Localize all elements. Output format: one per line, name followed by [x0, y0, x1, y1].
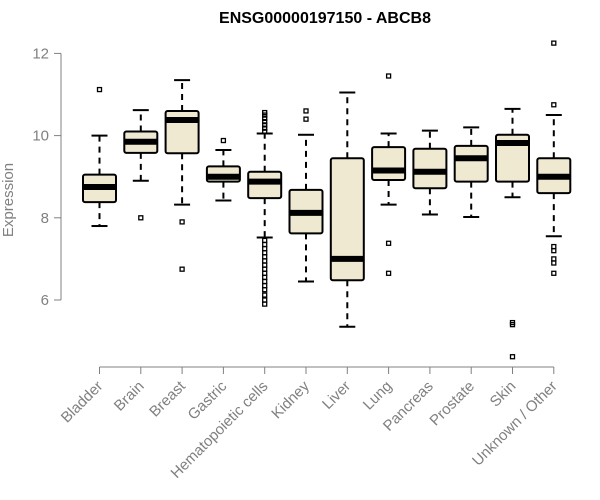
outlier-point	[262, 292, 268, 298]
x-tick-label: Bladder	[58, 378, 107, 427]
outlier-point	[220, 137, 227, 144]
x-tick-label: Skin	[487, 378, 520, 411]
outlier-point	[551, 256, 557, 262]
box-bladder	[82, 86, 117, 228]
outlier-point	[262, 122, 268, 128]
outlier-point	[551, 248, 557, 254]
box-breast	[164, 79, 200, 272]
outlier-point	[262, 266, 268, 272]
outlier-point	[262, 278, 268, 285]
x-tick-label: Prostate	[426, 378, 478, 430]
outlier-point	[262, 258, 268, 264]
box-liver	[329, 91, 365, 328]
box-iqr	[453, 144, 489, 183]
y-axis: 6 8 10 12	[32, 45, 62, 309]
outlier-point	[96, 86, 103, 93]
outlier-point	[262, 250, 268, 256]
box-pancreas	[412, 129, 448, 216]
outlier-point	[303, 116, 309, 122]
x-tick-label: Liver	[319, 378, 354, 413]
box-brain	[123, 109, 159, 221]
box-kidney	[288, 108, 324, 283]
box-iqr	[371, 146, 407, 181]
box-iqr	[329, 157, 365, 282]
outlier-point	[262, 245, 268, 252]
box-hematopoietic-cells	[247, 109, 283, 307]
box-gastric	[205, 137, 241, 202]
y-tick-label: 12	[32, 45, 49, 62]
outlier-point	[262, 237, 268, 244]
outlier-point	[551, 243, 557, 250]
outlier-point	[509, 322, 516, 328]
outlier-point	[262, 297, 268, 303]
outlier-point	[262, 274, 268, 281]
outlier-point	[385, 240, 392, 246]
y-tick-label: 10	[32, 128, 49, 145]
box-iqr	[247, 170, 283, 200]
x-tick-label: Breast	[146, 377, 189, 420]
outlier-point	[551, 270, 557, 276]
box-iqr	[412, 147, 448, 190]
box-lung	[371, 73, 407, 276]
box-skin	[495, 107, 530, 360]
outlier-point	[179, 266, 185, 272]
outlier-point	[262, 262, 268, 268]
outlier-point	[262, 128, 268, 135]
y-tick-label: 8	[41, 210, 49, 227]
outlier-point	[262, 282, 268, 289]
outlier-point	[262, 287, 268, 293]
outlier-point	[138, 215, 144, 221]
outlier-point	[262, 254, 268, 260]
box-prostate	[453, 126, 489, 218]
outlier-point	[551, 40, 557, 46]
outlier-point	[509, 354, 516, 360]
outlier-point	[262, 270, 268, 276]
box-unknown-other	[536, 40, 572, 276]
outlier-point	[262, 115, 268, 121]
outlier-point	[262, 109, 268, 116]
x-tick-label: Brain	[111, 378, 148, 415]
outlier-point	[385, 270, 392, 276]
chart-title: ENSG00000197150 - ABCB8	[219, 10, 431, 27]
y-tick-label: 6	[41, 292, 49, 309]
outlier-point	[303, 108, 309, 114]
boxes-group	[82, 40, 572, 360]
outlier-point	[262, 241, 268, 248]
box-iqr	[495, 133, 530, 183]
x-tick-label: Kidney	[268, 377, 313, 422]
outlier-point	[179, 219, 185, 225]
outlier-point	[551, 102, 557, 108]
x-tick-label: Lung	[360, 378, 396, 414]
outlier-point	[385, 73, 392, 79]
outlier-point	[262, 118, 268, 125]
outlier-point	[551, 260, 557, 266]
y-axis-label: Expression	[0, 163, 17, 237]
outlier-point	[262, 301, 268, 307]
outlier-point	[262, 125, 268, 131]
